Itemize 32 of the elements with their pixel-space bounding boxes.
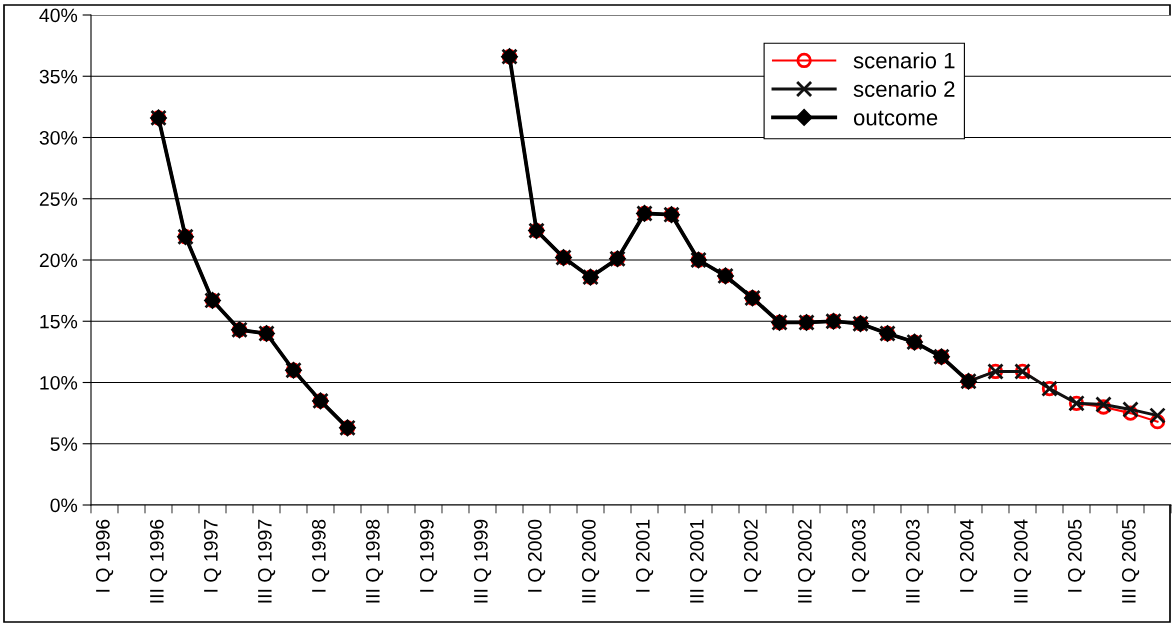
y-tick-label: 10% <box>40 375 78 390</box>
x-tick-label: III Q 2001 <box>689 519 708 603</box>
x-tick-label: III Q 1997 <box>257 519 276 603</box>
y-tick-label: 5% <box>50 437 78 451</box>
y-tick-label: 15% <box>40 314 78 329</box>
x-tick-label: I Q 1997 <box>203 519 222 592</box>
y-tick-label: 30% <box>39 130 78 145</box>
x-tick-label: I Q 1999 <box>419 519 438 592</box>
y-tick-label: 35% <box>39 69 78 84</box>
x-tick-label: I Q 2002 <box>743 519 762 592</box>
x-tick-label: III Q 1996 <box>149 519 168 603</box>
x-tick-label: I Q 2005 <box>1067 519 1086 592</box>
y-tick-label: 40% <box>39 8 78 23</box>
x-tick-label: I Q 1996 <box>95 519 114 592</box>
legend-label: scenario 2 <box>853 80 955 97</box>
x-tick-label: I Q 2003 <box>851 519 870 592</box>
x-tick-label: I Q 2004 <box>959 519 978 592</box>
x-tick-label: III Q 2004 <box>1013 519 1032 603</box>
x-tick-label: I Q 1998 <box>311 519 330 592</box>
legend-label: outcome <box>853 110 938 126</box>
x-tick-label: I Q 2001 <box>635 519 654 592</box>
x-tick-label: III Q 1999 <box>473 519 492 603</box>
y-tick-label: 20% <box>39 253 78 268</box>
x-tick-label: III Q 2000 <box>581 519 600 603</box>
x-tick-label: III Q 2003 <box>905 519 924 603</box>
y-tick-label: 0% <box>50 498 78 513</box>
x-tick-label: I Q 2000 <box>527 519 546 592</box>
x-tick-label: III Q 2005 <box>1121 519 1140 603</box>
y-tick-label: 25% <box>39 192 78 206</box>
legend-label: scenario 1 <box>853 52 955 69</box>
x-tick-label: III Q 1998 <box>365 519 384 603</box>
x-tick-label: III Q 2002 <box>797 519 816 603</box>
